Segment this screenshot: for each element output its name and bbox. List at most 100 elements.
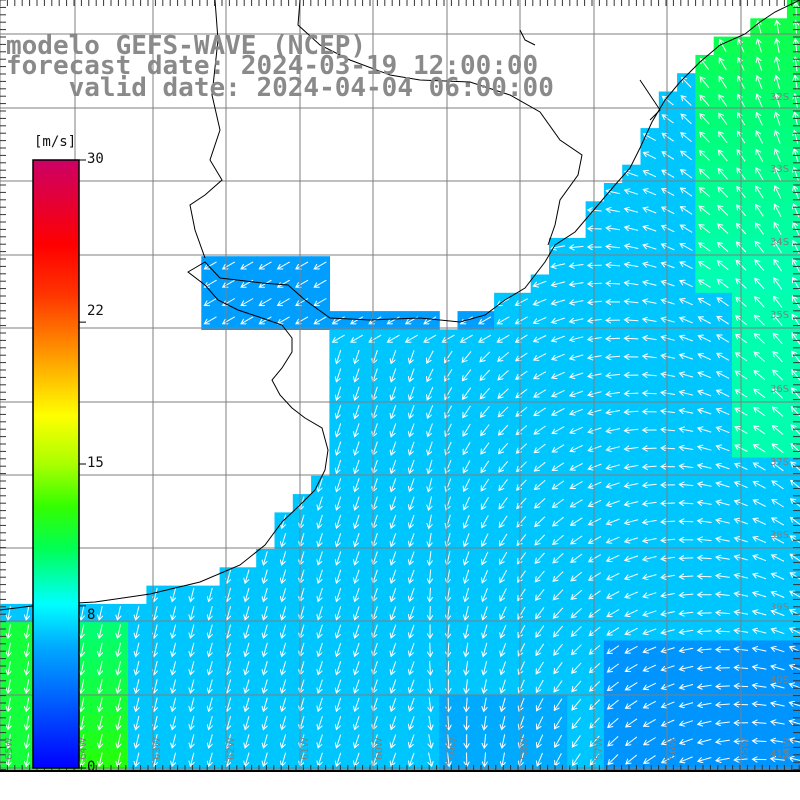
lon-label: 61W — [300, 737, 311, 760]
wind-arrow — [376, 770, 378, 772]
wind-cell — [786, 622, 800, 642]
wind-arrows — [8, 2, 800, 782]
lon-label: 54W — [782, 737, 793, 760]
wind-cell — [786, 54, 800, 74]
wind-arrow — [83, 770, 85, 772]
wind-arrow — [248, 770, 250, 772]
wind-arrow — [8, 661, 10, 675]
wind-cell — [786, 549, 800, 568]
wind-arrow — [643, 393, 657, 394]
lon-label: 59W — [448, 737, 459, 760]
wind-arrow — [8, 697, 10, 712]
lat-label: 37S — [770, 457, 789, 468]
wind-arrow — [771, 777, 785, 778]
wind-arrow — [598, 771, 599, 772]
wind-arrow — [26, 606, 29, 620]
colorbar-tick-15: 15 — [87, 455, 104, 471]
wind-arrow — [138, 770, 140, 772]
wind-cell — [786, 512, 800, 532]
wind-arrow — [796, 2, 797, 17]
valid-date: valid date: 2024-04-04 06:00:00 — [6, 73, 554, 103]
lon-label: 57W — [594, 737, 605, 760]
wind-arrow — [26, 624, 29, 639]
wind-arrow — [211, 770, 213, 772]
lon-label: 65W — [4, 737, 15, 760]
wind-cell — [786, 274, 800, 294]
wind-arrow — [579, 771, 581, 772]
wind-cell — [786, 329, 800, 349]
wind-arrow — [606, 338, 621, 339]
wind-arrow — [643, 448, 657, 449]
colorbar-unit: [m/s] — [34, 134, 77, 150]
wind-arrow — [716, 686, 730, 687]
wind-arrow — [624, 393, 639, 394]
lat-label: 39S — [770, 602, 789, 613]
wind-arrow — [661, 503, 675, 504]
wind-cell — [786, 475, 800, 495]
wind-arrow — [753, 741, 767, 742]
wind-arrow — [465, 770, 467, 772]
wind-arrow — [446, 770, 448, 772]
colorbar-tick-22: 22 — [87, 303, 104, 319]
lon-label: 56W — [668, 737, 679, 760]
wind-arrow — [679, 558, 694, 559]
lon-label: 63W — [152, 737, 163, 760]
wind-arrow — [789, 776, 800, 779]
wind-arrow — [394, 770, 397, 772]
wind-arrow — [541, 771, 543, 772]
wind-arrow — [9, 770, 11, 772]
lon-label: 55W — [740, 737, 751, 760]
wind-arrow — [466, 715, 467, 730]
wind-arrow — [716, 631, 730, 632]
wind-arrow — [522, 770, 524, 772]
wind-arrow — [27, 770, 30, 772]
wind-arrow — [339, 770, 342, 772]
colorbar-tick-0: 0 — [87, 759, 96, 775]
wind-arrow — [321, 770, 323, 772]
wind-arrow — [303, 770, 305, 772]
lon-label: 60W — [374, 737, 385, 760]
wind-arrow — [8, 642, 10, 657]
wind-cell — [786, 347, 800, 367]
wind-arrow — [679, 521, 694, 522]
wind-arrow — [698, 576, 712, 577]
wind-arrow — [119, 770, 121, 772]
wind-arrow — [8, 624, 10, 639]
wind-cell — [786, 439, 800, 459]
wind-arrow — [101, 770, 103, 772]
wind-arrow — [626, 773, 637, 782]
border-line — [519, 29, 536, 46]
wind-cell — [786, 366, 800, 385]
wind-arrow — [358, 770, 360, 772]
lon-label: 58W — [520, 737, 531, 760]
wind-arrow — [662, 774, 674, 781]
wind-arrow — [64, 770, 66, 772]
wind-arrow — [484, 770, 486, 772]
colorbar-gradient — [32, 159, 80, 769]
wind-cell — [786, 36, 800, 56]
wind-arrow — [644, 774, 656, 782]
wind-arrow — [156, 770, 158, 772]
wind-arrow — [716, 776, 730, 779]
wind-arrow — [734, 777, 748, 779]
wind-arrow — [430, 642, 431, 657]
wind-arrow — [284, 770, 287, 772]
wind-arrow — [624, 338, 639, 339]
wind-arrow — [193, 770, 195, 772]
lat-label: 40S — [770, 675, 789, 686]
wind-arrow — [698, 776, 711, 780]
wind-arrow — [8, 734, 10, 748]
lat-label: 32S — [770, 92, 789, 103]
wind-arrow — [427, 770, 430, 772]
lon-label: 62W — [226, 737, 237, 760]
colorbar-tick-8: 8 — [87, 607, 96, 623]
wind-arrow — [266, 770, 268, 772]
wind-arrow — [606, 283, 621, 284]
wind-arrow — [229, 770, 232, 772]
wind-arrow — [8, 752, 10, 767]
lat-label: 33S — [770, 164, 789, 175]
wind-arrow — [503, 770, 505, 772]
wind-arrow — [680, 775, 693, 781]
wind-arrow — [413, 771, 415, 772]
